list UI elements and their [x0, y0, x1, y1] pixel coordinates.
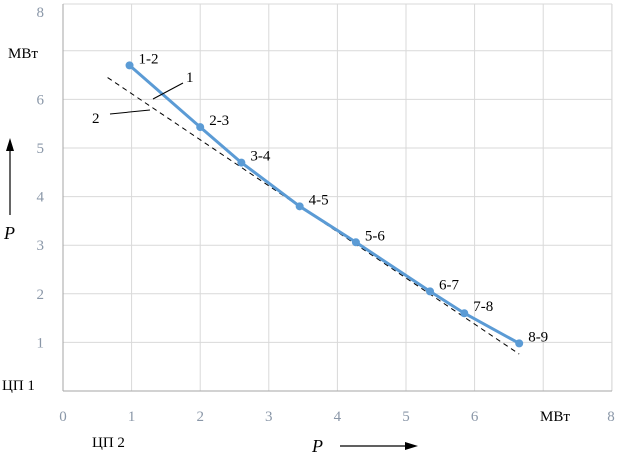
- data-point: [426, 287, 435, 296]
- x-arrow-head: [405, 442, 418, 450]
- y-tick-label: 8: [37, 5, 45, 21]
- y-unit: МВт: [8, 46, 38, 62]
- series-1-line: [128, 64, 520, 345]
- y-arrow-head: [6, 138, 14, 151]
- data-point: [460, 309, 469, 318]
- tick-labels: 0 1 2 3 4 5 6 8 1 2 3 4 5 6 8: [37, 5, 615, 425]
- y-tick-label: 6: [37, 92, 45, 108]
- y-tick-label: 3: [37, 238, 45, 254]
- y-origin-label: ЦП 1: [2, 378, 35, 394]
- series-1-leader: [152, 82, 184, 100]
- x-tick-label: 8: [607, 409, 615, 425]
- point-label: 1-2: [139, 51, 159, 67]
- x-origin-label: ЦП 2: [92, 435, 125, 451]
- y-tick-label: 5: [37, 141, 45, 157]
- data-point: [237, 158, 246, 167]
- x-unit: МВт: [540, 409, 570, 425]
- point-labels: 1-2 2-3 3-4 4-5 5-6 6-7 7-8 8-9: [139, 51, 549, 345]
- point-label: 3-4: [250, 149, 270, 165]
- point-label: 6-7: [439, 277, 459, 293]
- point-label: 7-8: [473, 299, 493, 315]
- x-tick-label: 1: [128, 409, 136, 425]
- data-point: [351, 238, 360, 247]
- series-1: [125, 61, 524, 348]
- grid: [63, 3, 613, 391]
- data-point: [125, 61, 134, 70]
- x-tick-label: 3: [265, 409, 273, 425]
- data-point: [196, 123, 205, 132]
- point-label: 8-9: [528, 329, 548, 345]
- series-2-leader: [109, 109, 151, 115]
- y-tick-label: 1: [37, 335, 45, 351]
- axes: [62, 4, 612, 392]
- y-tick-label: 4: [37, 190, 45, 206]
- series-2-name: 2: [92, 111, 100, 127]
- x-tick-label: 0: [59, 409, 67, 425]
- x-tick-label: 4: [334, 409, 342, 425]
- point-label: 4-5: [309, 192, 329, 208]
- series-1-name: 1: [186, 70, 194, 86]
- y-axis-symbol: P: [3, 223, 15, 243]
- x-tick-label: 5: [402, 409, 410, 425]
- data-point: [295, 202, 304, 211]
- x-axis-symbol: P: [311, 436, 323, 455]
- data-point: [515, 339, 524, 348]
- x-tick-label: 2: [196, 409, 204, 425]
- point-label: 2-3: [209, 113, 229, 129]
- y-tick-label: 2: [37, 287, 45, 303]
- x-tick-label: 6: [471, 409, 479, 425]
- point-label: 5-6: [365, 228, 385, 244]
